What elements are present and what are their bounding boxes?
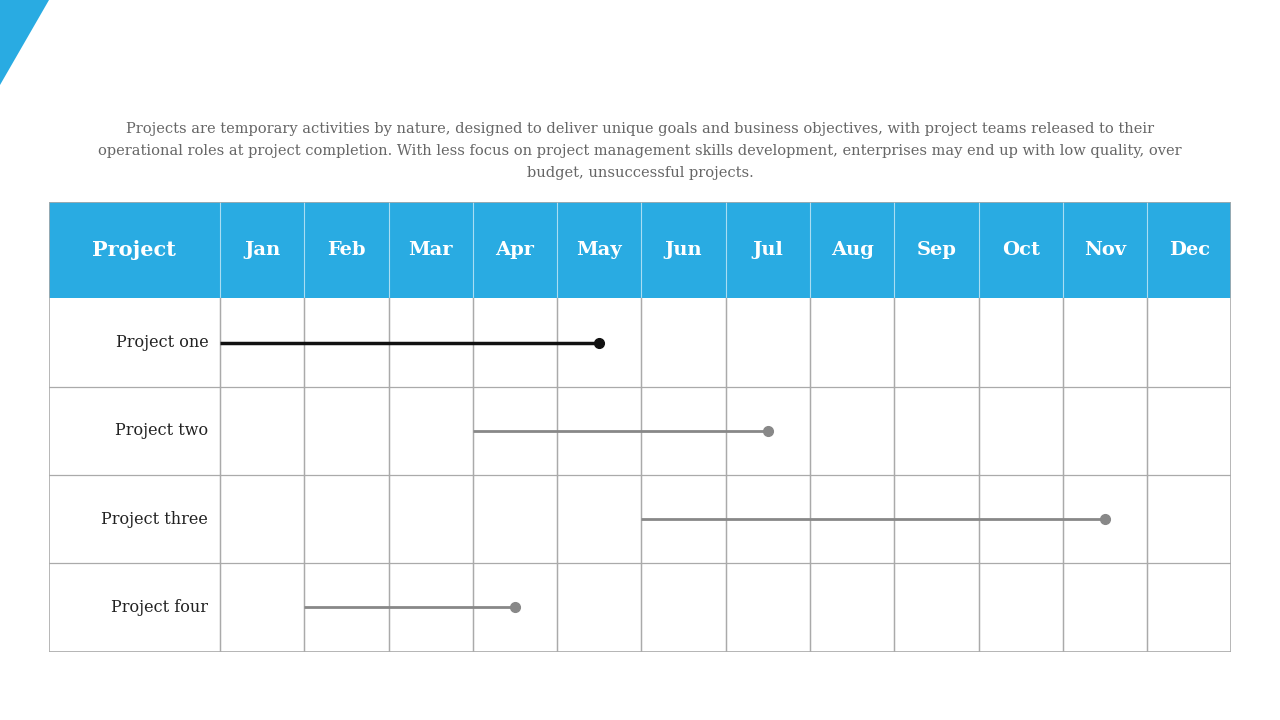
Text: Project three: Project three (101, 510, 209, 528)
Bar (49, 387, 1231, 475)
Text: Aug: Aug (831, 241, 873, 259)
Text: Feb: Feb (328, 241, 366, 259)
Text: Mar: Mar (408, 241, 453, 259)
Text: May: May (576, 241, 622, 259)
Text: Project one: Project one (115, 334, 209, 351)
Text: Project: Project (92, 240, 177, 260)
Bar (49, 202, 1231, 298)
Text: Dec: Dec (1169, 241, 1210, 259)
Text: Nov: Nov (1084, 241, 1126, 259)
Text: Jun: Jun (664, 241, 703, 259)
Text: Project four: Project four (111, 599, 209, 616)
Text: Oct: Oct (1002, 241, 1039, 259)
Text: Project management powerpoint: Project management powerpoint (70, 19, 764, 62)
Text: Sep: Sep (916, 241, 956, 259)
Text: Project two: Project two (115, 423, 209, 439)
Text: Apr: Apr (495, 241, 535, 259)
Bar (49, 298, 1231, 387)
Bar (49, 475, 1231, 563)
Polygon shape (0, 0, 49, 85)
Text: Jul: Jul (753, 241, 783, 259)
Text: Jan: Jan (244, 241, 280, 259)
Text: Projects are temporary activities by nature, designed to deliver unique goals an: Projects are temporary activities by nat… (99, 122, 1181, 180)
Bar (49, 563, 1231, 652)
